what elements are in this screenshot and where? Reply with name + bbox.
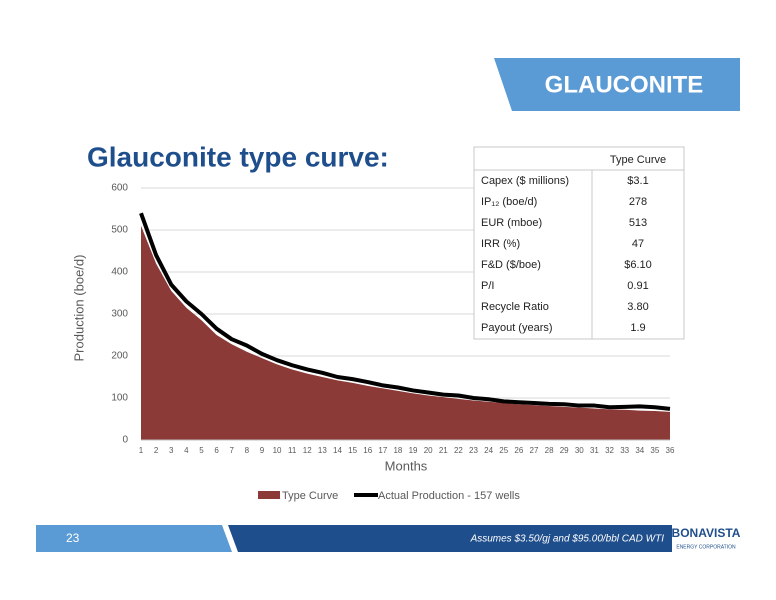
y-tick-label: 100 xyxy=(111,393,128,404)
x-tick-label: 12 xyxy=(303,446,312,455)
x-tick-label: 8 xyxy=(245,446,250,455)
x-tick-label: 20 xyxy=(424,446,433,455)
badge xyxy=(494,58,740,111)
y-tick-label: 600 xyxy=(111,183,128,194)
table-frame xyxy=(473,146,685,340)
x-tick-label: 30 xyxy=(575,446,584,455)
x-tick-label: 15 xyxy=(348,446,357,455)
legend: Type Curve Actual Production - 157 wells xyxy=(258,490,520,502)
x-tick-label: 36 xyxy=(666,446,675,455)
logo-box xyxy=(672,522,740,554)
x-tick-label: 34 xyxy=(635,446,644,455)
page-number: 23 xyxy=(66,531,80,545)
x-tick-label: 35 xyxy=(650,446,659,455)
x-tick-label: 6 xyxy=(214,446,219,455)
x-tick-label: 25 xyxy=(499,446,508,455)
x-tick-label: 32 xyxy=(605,446,614,455)
y-tick-label: 0 xyxy=(122,435,128,446)
row-value: 278 xyxy=(629,196,647,208)
footer-note: Assumes $3.50/gj and $95.00/bbl CAD WTI xyxy=(470,534,665,545)
row-value: 3.80 xyxy=(627,301,648,313)
y-axis-label: Production (boe/d) xyxy=(71,255,86,362)
x-tick-label: 2 xyxy=(154,446,159,455)
x-tick-label: 5 xyxy=(199,446,204,455)
x-tick-label: 4 xyxy=(184,446,189,455)
x-tick-label: 7 xyxy=(229,446,234,455)
legend-label: Actual Production - 157 wells xyxy=(378,490,520,502)
x-tick-label: 27 xyxy=(530,446,539,455)
row-value: $6.10 xyxy=(624,259,652,271)
x-tick-label: 9 xyxy=(260,446,265,455)
x-tick-label: 1 xyxy=(139,446,144,455)
x-tick-label: 11 xyxy=(288,446,297,455)
row-label: Recycle Ratio xyxy=(481,301,549,313)
y-tick-label: 400 xyxy=(111,267,128,278)
row-label: Capex ($ millions) xyxy=(481,175,569,187)
x-tick-label: 19 xyxy=(409,446,418,455)
y-tick-label: 200 xyxy=(111,351,128,362)
row-label: IP₁₂ (boe/d) xyxy=(481,196,537,208)
row-value: $3.1 xyxy=(627,175,648,187)
x-tick-label: 13 xyxy=(318,446,327,455)
x-tick-label: 31 xyxy=(590,446,599,455)
x-tick-label: 17 xyxy=(378,446,387,455)
line xyxy=(139,212,671,411)
row-label: F&D ($/boe) xyxy=(481,259,541,271)
chart-title: Glauconite type curve: xyxy=(87,141,389,172)
row-value: 47 xyxy=(632,238,644,250)
table: Type Curve Capex ($ millions) $3.1 IP₁₂ (bo… xyxy=(473,146,685,340)
area xyxy=(141,225,670,440)
table-header: Type Curve xyxy=(610,154,666,166)
x-tick-label: 22 xyxy=(454,446,463,455)
x-tick-label: 26 xyxy=(514,446,523,455)
x-tick-label: 16 xyxy=(363,446,372,455)
x-axis-label: Months xyxy=(385,458,428,473)
x-tick-label: 33 xyxy=(620,446,629,455)
legend-label: Type Curve xyxy=(282,490,338,502)
row-value: 0.91 xyxy=(627,280,648,292)
row-value: 513 xyxy=(629,217,647,229)
x-tick-label: 18 xyxy=(393,446,402,455)
y-tick-label: 300 xyxy=(111,309,128,320)
x-tick-label: 23 xyxy=(469,446,478,455)
legend-swatch xyxy=(258,491,280,499)
x-tick-label: 3 xyxy=(169,446,174,455)
x-tick-label: 14 xyxy=(333,446,342,455)
x-tick-label: 21 xyxy=(439,446,448,455)
logo-sub: ENERGY CORPORATION xyxy=(676,544,736,550)
badge-text: GLAUCONITE xyxy=(545,71,704,98)
row-label: IRR (%) xyxy=(481,238,520,250)
footer-left xyxy=(36,525,232,552)
y-tick-label: 500 xyxy=(111,225,128,236)
x-tick-label: 28 xyxy=(545,446,554,455)
footer-bar xyxy=(228,525,740,552)
row-label: P/I xyxy=(481,280,494,292)
row-label: Payout (years) xyxy=(481,322,553,334)
row-value: 1.9 xyxy=(630,322,645,334)
x-tick-label: 29 xyxy=(560,446,569,455)
logo: BONAVISTA xyxy=(672,526,741,540)
x-tick-label: 24 xyxy=(484,446,493,455)
row-label: EUR (mboe) xyxy=(481,217,542,229)
x-tick-label: 10 xyxy=(273,446,282,455)
